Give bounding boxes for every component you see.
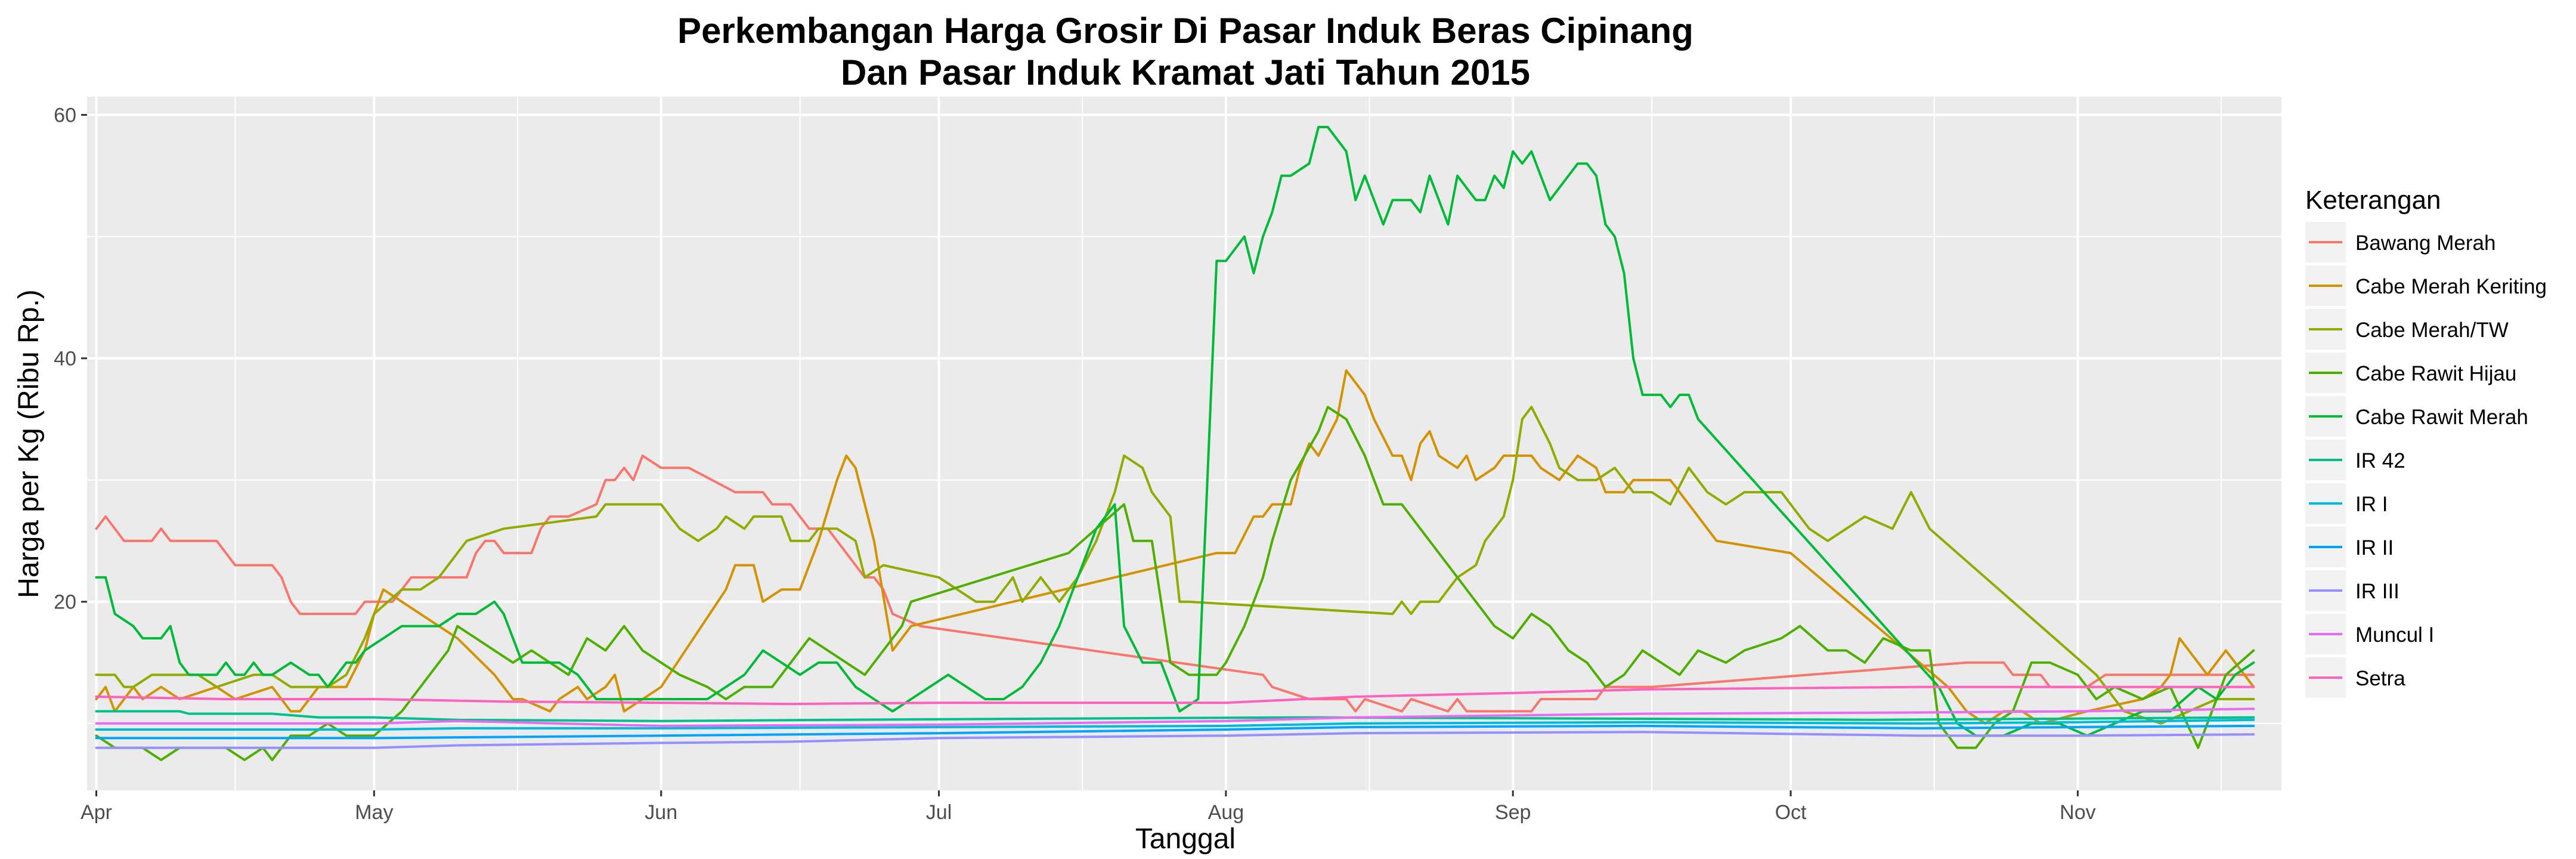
series-line-cabe-rawit-merah bbox=[95, 126, 2255, 737]
legend: Keterangan Bawang Merah Cabe Merah Keriti… bbox=[2305, 186, 2547, 698]
plot-panel bbox=[87, 97, 2281, 790]
x-tick-label: Apr bbox=[80, 801, 112, 824]
x-tick-label: Jul bbox=[926, 801, 952, 824]
legend-label-cabe-merah-keriting: Cabe Merah Keriting bbox=[2355, 275, 2547, 298]
y-tick-label: 20 bbox=[54, 591, 76, 614]
series-line-muncul-i bbox=[95, 707, 2255, 727]
legend-items: Bawang Merah Cabe Merah Keriting Cabe Mera… bbox=[2305, 222, 2547, 698]
series-line-ir-i bbox=[95, 718, 2255, 731]
x-tick-label: Jun bbox=[645, 801, 677, 824]
y-tick-label: 60 bbox=[54, 104, 76, 127]
series-line-ir-42 bbox=[95, 710, 2255, 722]
y-axis-title: Harga per Kg (Ribu Rp.) bbox=[13, 289, 45, 598]
legend-label-cabe-rawit-merah: Cabe Rawit Merah bbox=[2355, 406, 2528, 429]
x-tick-label: Sep bbox=[1495, 801, 1531, 824]
legend-label-muncul-i: Muncul I bbox=[2355, 623, 2434, 647]
series-line-ir-ii bbox=[95, 724, 2255, 740]
legend-title: Keterangan bbox=[2305, 186, 2441, 215]
series-line-ir-iii bbox=[95, 731, 2255, 749]
chart-title-line-1: Perkembangan Harga Grosir Di Pasar Induk… bbox=[677, 11, 1693, 51]
chart-title-line-2: Dan Pasar Induk Kramat Jati Tahun 2015 bbox=[841, 52, 1530, 92]
legend-label-cabe-rawit-hijau: Cabe Rawit Hijau bbox=[2355, 362, 2516, 385]
series-lines bbox=[95, 126, 2255, 761]
x-axis-title: Tanggal bbox=[1135, 823, 1236, 855]
series-line-bawang-merah bbox=[95, 454, 2255, 713]
legend-label-ir-iii: IR III bbox=[2355, 580, 2399, 603]
y-tick-label: 40 bbox=[54, 348, 76, 370]
legend-label-cabe-merah-tw: Cabe Merah/TW bbox=[2355, 319, 2509, 342]
legend-label-bawang-merah: Bawang Merah bbox=[2355, 231, 2496, 255]
legend-label-ir-ii: IR II bbox=[2355, 536, 2394, 560]
series-line-cabe-rawit-hijau bbox=[95, 406, 2255, 761]
grid-major bbox=[87, 97, 2281, 790]
legend-label-ir-42: IR 42 bbox=[2355, 449, 2405, 472]
x-tick-label: Oct bbox=[1775, 801, 1807, 824]
legend-label-ir-i: IR I bbox=[2355, 493, 2388, 516]
series-line-cabe-merah-keriting bbox=[95, 369, 2255, 725]
legend-label-setra: Setra bbox=[2355, 667, 2405, 690]
x-tick-label: May bbox=[355, 801, 393, 824]
x-axis-ticks: Apr May Jun Jul Aug Sep Oct Nov bbox=[80, 790, 2096, 824]
x-tick-label: Nov bbox=[2060, 801, 2095, 824]
x-tick-label: Aug bbox=[1208, 801, 1244, 824]
series-line-cabe-merah-tw bbox=[95, 406, 2255, 725]
series-line-setra bbox=[95, 685, 2255, 706]
y-axis-ticks: 20 40 60 bbox=[54, 104, 87, 614]
